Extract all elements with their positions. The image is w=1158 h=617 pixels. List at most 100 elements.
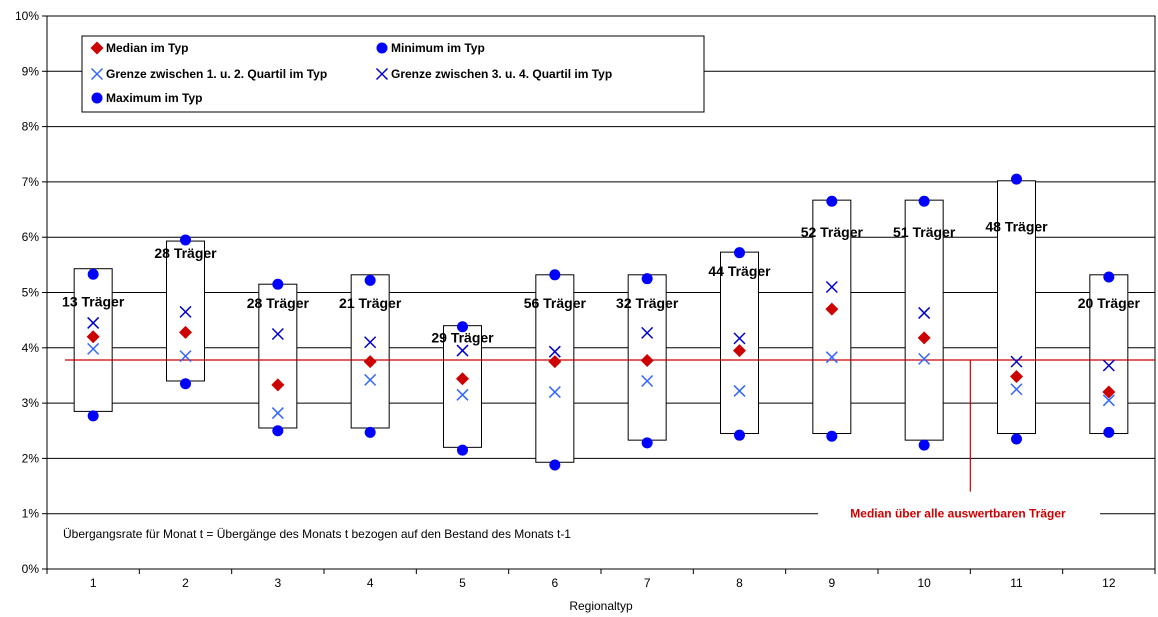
reference-label-group: Median über alle auswertbaren Träger <box>818 504 1100 523</box>
minimum-marker <box>272 425 284 437</box>
lower-quartile-marker-stroke <box>733 384 746 397</box>
upper-quartile-marker <box>1010 355 1023 368</box>
range-box <box>812 199 852 435</box>
minimum-marker <box>918 439 930 451</box>
y-axis: 0% 1% 2% 3% 4% 5% 6% 7% 8% 9% 10% <box>15 9 47 576</box>
upper-quartile-marker-stroke <box>179 305 192 318</box>
upper-quartile-marker-stroke <box>271 327 284 341</box>
lower-quartile-marker-stroke <box>179 350 192 363</box>
lower-quartile-marker <box>548 386 561 399</box>
minimum-marker <box>364 426 376 438</box>
upper-quartile-marker-stroke <box>918 306 931 319</box>
range-box <box>904 199 944 441</box>
lower-quartile-marker-stroke <box>1102 394 1115 407</box>
upper-quartile-marker-stroke <box>87 316 100 329</box>
lower-quartile-marker <box>364 373 377 386</box>
range-box <box>535 274 575 463</box>
x-tick-label: 1 <box>90 576 97 590</box>
lower-quartile-marker-stroke <box>87 342 100 355</box>
count-label: 28 Träger <box>154 245 217 261</box>
legend-marker <box>375 67 389 81</box>
minimum-marker <box>549 459 561 471</box>
upper-quartile-marker <box>825 280 838 294</box>
upper-quartile-marker-stroke <box>641 326 654 339</box>
legend: Median im Typ Minimum im Typ Grenze zwisch… <box>81 35 705 113</box>
upper-quartile-marker <box>364 336 377 349</box>
count-label: 28 Träger <box>247 295 310 311</box>
y-tick-label: 0% <box>22 562 40 576</box>
range-box <box>1089 274 1129 435</box>
upper-quartile-marker <box>271 327 284 341</box>
reference-line-label: Median über alle auswertbaren Träger <box>850 507 1066 521</box>
minimum-marker <box>87 410 99 422</box>
x-tick-label: 5 <box>459 576 466 590</box>
count-label: 29 Träger <box>431 329 494 345</box>
minimum-marker <box>826 430 838 442</box>
upper-quartile-marker-stroke <box>825 280 838 294</box>
range-box <box>350 274 390 429</box>
upper-quartile-marker <box>641 326 654 339</box>
upper-quartile-marker-stroke <box>548 345 561 358</box>
upper-quartile-marker-stroke <box>1010 355 1023 368</box>
upper-quartile-marker <box>456 344 469 357</box>
count-labels: 13 Träger 28 Träger 28 Träger 21 Träger 29 T… <box>62 219 1140 346</box>
x-tick-label: 3 <box>274 576 281 590</box>
legend-marker <box>90 41 104 55</box>
upper-quartile-marker-stroke <box>733 332 746 345</box>
maximum-marker <box>87 268 99 280</box>
upper-quartile-marker-stroke <box>1102 359 1115 372</box>
y-tick-label: 8% <box>22 120 40 134</box>
legend-label: Median im Typ <box>106 41 188 55</box>
lower-quartile-marker-stroke <box>1010 383 1023 396</box>
count-label: 13 Träger <box>62 293 125 309</box>
maximum-marker <box>364 274 376 286</box>
legend-marker <box>91 92 103 104</box>
y-tick-label: 5% <box>22 286 40 300</box>
legend-item: Median im Typ <box>90 41 188 55</box>
maximum-marker <box>180 234 191 246</box>
legend-marker-stroke <box>90 67 104 81</box>
y-tick-label: 9% <box>22 64 40 78</box>
lower-quartile-marker <box>179 350 192 363</box>
legend-item: Grenze zwischen 3. u. 4. Quartil im Typ <box>375 67 612 81</box>
lower-quartile-marker <box>825 351 838 364</box>
lower-quartile-marker-stroke <box>271 407 284 420</box>
lower-quartile-marker-stroke <box>456 388 469 401</box>
range-box <box>443 325 482 448</box>
legend-label: Grenze zwischen 3. u. 4. Quartil im Typ <box>391 67 612 81</box>
lower-quartile-marker <box>733 384 746 397</box>
median-marker <box>548 355 562 369</box>
lower-quartile-marker-stroke <box>364 373 377 386</box>
lower-quartile-marker-stroke <box>548 386 561 399</box>
minimum-marker <box>1011 433 1022 445</box>
x-tick-label: 9 <box>828 576 835 590</box>
maximum-marker <box>1103 271 1115 283</box>
legend-label: Grenze zwischen 1. u. 2. Quartil im Typ <box>106 67 327 81</box>
y-tick-label: 3% <box>22 396 40 410</box>
median-marker <box>733 344 746 358</box>
upper-quartile-marker-stroke <box>456 344 469 357</box>
data-marks <box>86 173 1116 471</box>
minimum-marker <box>641 437 653 449</box>
legend-box <box>81 35 705 113</box>
median-marker <box>86 330 100 344</box>
lower-quartile-marker <box>918 352 931 365</box>
maximum-marker <box>272 278 284 290</box>
x-tick-label: 8 <box>736 576 743 590</box>
median-marker <box>1010 370 1023 384</box>
count-label: 32 Träger <box>616 295 679 311</box>
upper-quartile-marker <box>87 316 100 329</box>
maximum-marker <box>918 195 930 207</box>
lower-quartile-marker <box>1102 394 1115 407</box>
x-tick-label: 6 <box>551 576 558 590</box>
count-label: 52 Träger <box>801 224 864 240</box>
legend-marker-stroke <box>375 67 389 81</box>
median-marker <box>179 325 192 339</box>
x-axis: 1 2 3 4 5 6 7 8 9 10 11 12 <box>46 569 1156 590</box>
count-label: 51 Träger <box>893 224 956 240</box>
maximum-marker <box>641 273 653 285</box>
upper-quartile-marker <box>733 332 746 345</box>
count-label: 20 Träger <box>1078 295 1141 311</box>
y-tick-label: 7% <box>22 175 40 189</box>
